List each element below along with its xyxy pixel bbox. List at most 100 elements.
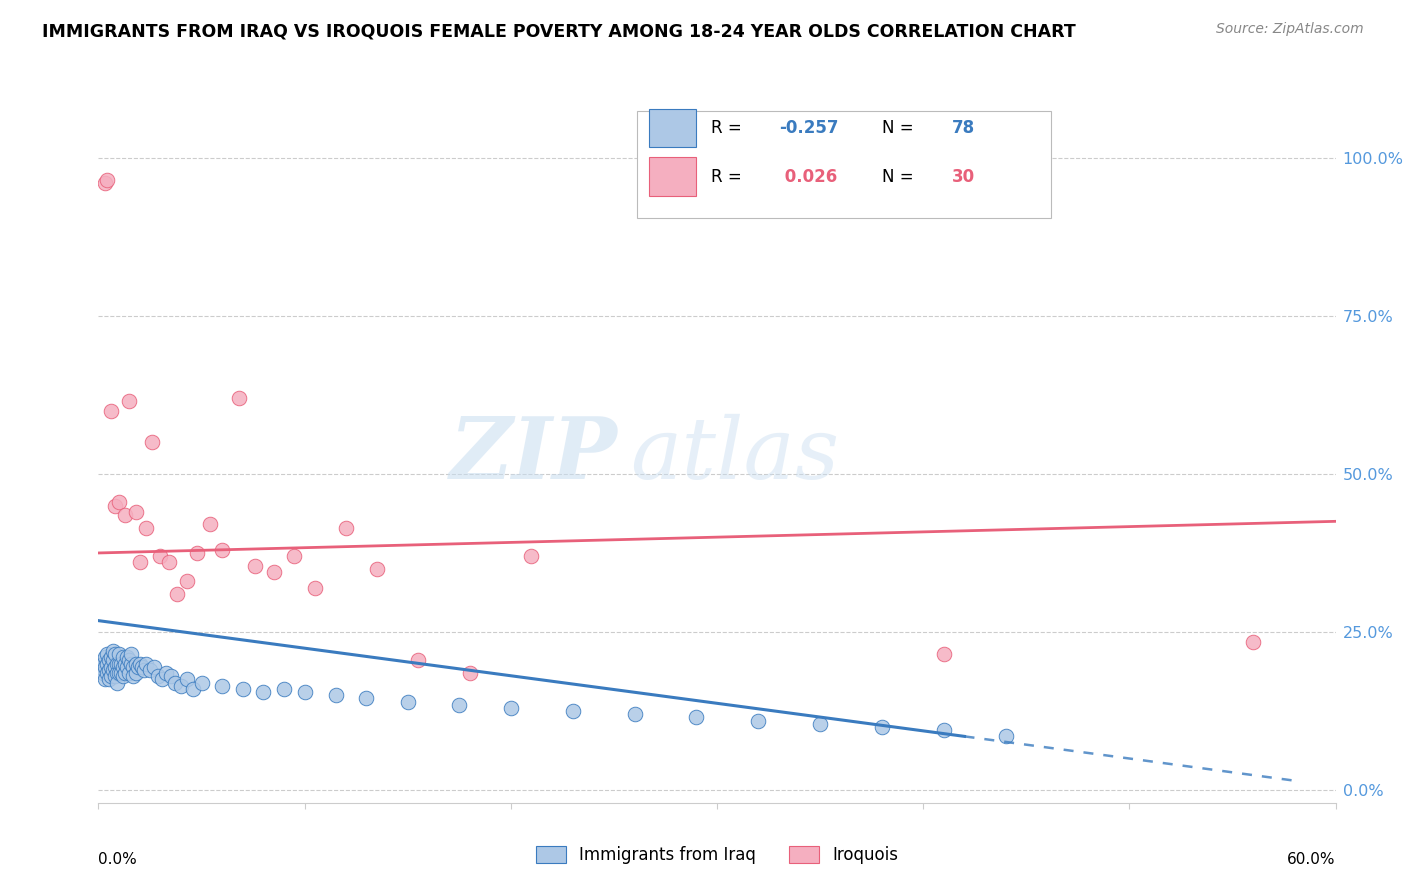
Point <box>994 730 1017 744</box>
Bar <box>650 158 696 195</box>
Point <box>117 650 139 665</box>
Point <box>96 657 118 671</box>
Point <box>396 695 419 709</box>
Point <box>283 549 305 563</box>
Point <box>108 657 131 671</box>
Point <box>120 647 142 661</box>
Point <box>176 574 198 589</box>
Text: R =: R = <box>711 168 747 186</box>
Point <box>93 650 115 665</box>
Point <box>449 698 471 712</box>
Point <box>118 653 141 667</box>
Text: Source: ZipAtlas.com: Source: ZipAtlas.com <box>1216 22 1364 37</box>
Legend: Immigrants from Iraq, Iroquois: Immigrants from Iraq, Iroquois <box>529 839 905 871</box>
Point <box>932 647 955 661</box>
Point <box>93 660 115 674</box>
Point <box>131 660 153 674</box>
Text: -0.257: -0.257 <box>779 119 838 136</box>
Point <box>232 681 254 696</box>
Point <box>104 647 127 661</box>
Point <box>304 581 326 595</box>
Point <box>100 669 122 683</box>
Point <box>96 173 118 187</box>
Text: 30: 30 <box>952 168 976 186</box>
Point <box>89 660 111 674</box>
Point <box>163 675 186 690</box>
Point <box>132 663 155 677</box>
Point <box>157 556 180 570</box>
Point <box>520 549 543 563</box>
Point <box>747 714 769 728</box>
Point <box>155 666 177 681</box>
Point <box>120 657 142 671</box>
Point <box>366 562 388 576</box>
Point <box>335 521 357 535</box>
Point <box>114 657 136 671</box>
Point <box>104 669 127 683</box>
Point <box>97 663 120 677</box>
Text: ZIP: ZIP <box>450 413 619 497</box>
Point <box>149 549 172 563</box>
Point <box>808 716 831 731</box>
Point <box>1241 634 1264 648</box>
Point <box>159 669 181 683</box>
Point <box>104 660 127 674</box>
Point <box>170 679 193 693</box>
Point <box>458 666 481 681</box>
Point <box>93 673 115 687</box>
Point <box>561 704 583 718</box>
Point <box>124 505 146 519</box>
Point <box>143 660 166 674</box>
Text: N =: N = <box>882 119 918 136</box>
Point <box>112 669 135 683</box>
Point <box>101 663 124 677</box>
Point <box>112 650 135 665</box>
Point <box>114 508 136 522</box>
Text: R =: R = <box>711 119 747 136</box>
Point <box>406 653 429 667</box>
Point <box>139 663 162 677</box>
Point <box>112 660 135 674</box>
Point <box>110 666 132 681</box>
Point <box>294 685 316 699</box>
Point <box>211 679 233 693</box>
Point <box>101 644 124 658</box>
Point <box>105 657 128 671</box>
Point <box>325 688 347 702</box>
Point <box>135 521 157 535</box>
Point <box>128 657 150 671</box>
Point <box>91 657 114 671</box>
FancyBboxPatch shape <box>637 111 1052 219</box>
Point <box>104 499 127 513</box>
Point <box>623 707 645 722</box>
Point <box>186 546 208 560</box>
Point <box>105 666 128 681</box>
Point <box>100 660 122 674</box>
Point <box>108 495 131 509</box>
Point <box>870 720 893 734</box>
Point <box>118 394 141 409</box>
Point <box>91 666 114 681</box>
Point <box>499 701 522 715</box>
Point <box>97 653 120 667</box>
Point <box>108 647 131 661</box>
Point <box>685 710 707 724</box>
Point <box>228 391 250 405</box>
Point <box>166 587 188 601</box>
Point <box>114 666 136 681</box>
Bar <box>650 109 696 147</box>
Point <box>243 558 266 573</box>
Text: 78: 78 <box>952 119 976 136</box>
Point <box>124 657 146 671</box>
Point <box>211 542 233 557</box>
Point <box>141 435 163 450</box>
Point <box>96 647 118 661</box>
Point <box>100 403 122 417</box>
Point <box>101 653 124 667</box>
Point <box>273 681 295 696</box>
Text: N =: N = <box>882 168 918 186</box>
Point <box>176 673 198 687</box>
Point <box>150 673 173 687</box>
Point <box>124 666 146 681</box>
Text: IMMIGRANTS FROM IRAQ VS IROQUOIS FEMALE POVERTY AMONG 18-24 YEAR OLDS CORRELATIO: IMMIGRANTS FROM IRAQ VS IROQUOIS FEMALE … <box>42 22 1076 40</box>
